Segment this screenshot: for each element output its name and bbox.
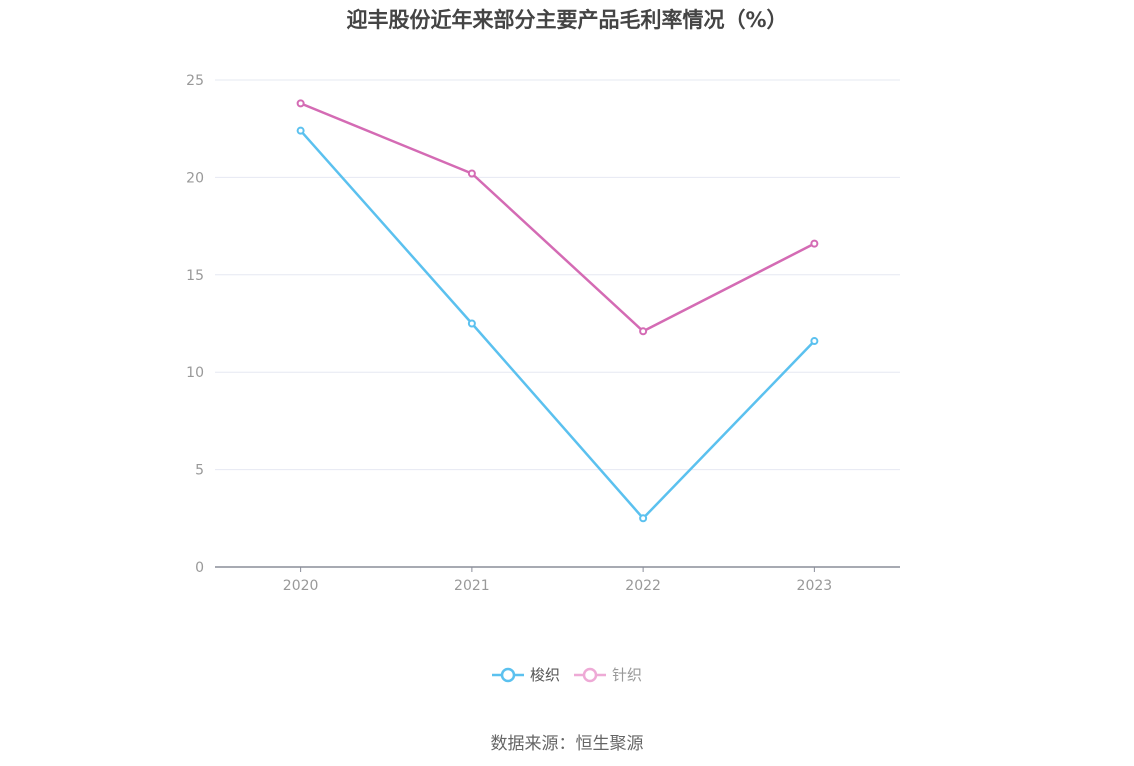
legend-label: 梭织 [529, 666, 560, 684]
y-tick-label: 15 [186, 268, 204, 284]
y-tick-label: 5 [195, 463, 204, 479]
data-point[interactable] [639, 514, 648, 523]
data-point[interactable] [639, 327, 648, 336]
legend-item-series-2[interactable]: 针织 [574, 664, 642, 685]
legend-marker-icon [491, 667, 524, 682]
series-line [300, 102, 815, 333]
series-group [296, 99, 819, 523]
y-tick-label: 25 [186, 73, 204, 89]
data-point[interactable] [296, 99, 305, 108]
data-point[interactable] [296, 126, 305, 135]
x-tick-label: 2020 [283, 578, 319, 594]
legend-marker-icon [574, 667, 606, 682]
data-point[interactable] [467, 169, 476, 178]
line-chart: 0 5 10 15 20 25 2020 2021 2022 2023 [186, 73, 900, 594]
y-tick-label: 10 [186, 365, 204, 381]
x-axis: 2020 2021 2022 2023 [215, 566, 900, 594]
data-point[interactable] [810, 337, 819, 346]
data-source-note: 数据来源：恒生聚源 [490, 734, 644, 754]
y-tick-label: 0 [195, 560, 204, 576]
series-line [299, 129, 816, 520]
data-point[interactable] [810, 239, 819, 248]
legend: 梭织 针织 [0, 664, 1134, 685]
grid-lines [215, 79, 900, 471]
y-tick-label: 20 [186, 170, 204, 186]
y-axis: 0 5 10 15 20 25 [186, 73, 204, 576]
legend-item-series-1[interactable]: 梭织 [491, 664, 560, 685]
x-tick-label: 2022 [625, 578, 661, 594]
x-tick-label: 2023 [797, 578, 833, 594]
data-point[interactable] [467, 319, 476, 328]
x-tick-label: 2021 [454, 578, 490, 594]
chart-title: 迎丰股份近年来部分主要产品毛利率情况（%） [346, 8, 788, 32]
legend-label: 针织 [612, 666, 643, 684]
